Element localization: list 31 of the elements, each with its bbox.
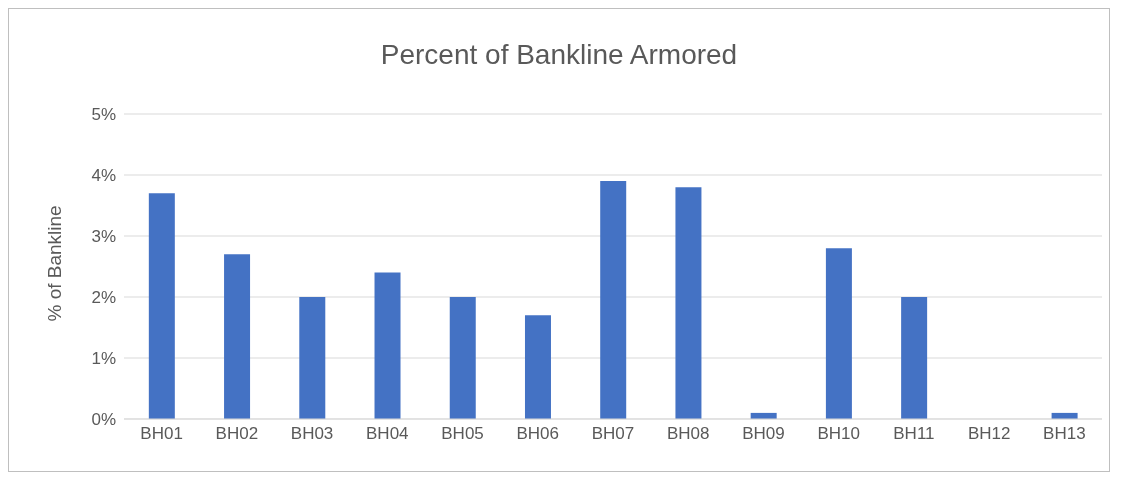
- chart-title: Percent of Bankline Armored: [379, 39, 739, 71]
- bar: [148, 193, 175, 419]
- x-tick-label: BH01: [140, 424, 183, 444]
- x-tick-label: BH04: [366, 424, 409, 444]
- x-tick-label: BH03: [290, 424, 334, 444]
- x-tick-label: BH06: [516, 424, 560, 444]
- y-tick-label: 2%: [91, 288, 116, 308]
- x-tick-label: BH12: [967, 424, 1011, 444]
- bar: [299, 297, 326, 419]
- x-tick-label: BH07: [591, 424, 635, 444]
- y-tick-label: 0%: [91, 410, 116, 430]
- y-tick-label: 4%: [91, 166, 116, 186]
- x-tick-label: BH05: [441, 424, 484, 444]
- x-tick-label: BH13: [1043, 424, 1086, 444]
- x-tick-label: BH08: [666, 424, 710, 444]
- bar: [449, 297, 476, 419]
- x-tick-label: BH11: [893, 424, 935, 444]
- y-tick-label: 3%: [91, 227, 116, 247]
- bar: [901, 297, 928, 419]
- bar: [524, 315, 551, 419]
- x-tick-label: BH09: [742, 424, 785, 444]
- y-axis-title: % of Bankline: [43, 205, 65, 322]
- bar: [600, 181, 627, 419]
- y-tick-label: 1%: [91, 349, 116, 369]
- x-tick-label: BH10: [817, 424, 860, 444]
- x-tick-label: BH02: [215, 424, 259, 444]
- y-tick-label: 5%: [91, 105, 116, 125]
- bar: [825, 248, 852, 419]
- bar: [675, 187, 702, 419]
- bar: [374, 272, 401, 419]
- bar: [224, 254, 251, 419]
